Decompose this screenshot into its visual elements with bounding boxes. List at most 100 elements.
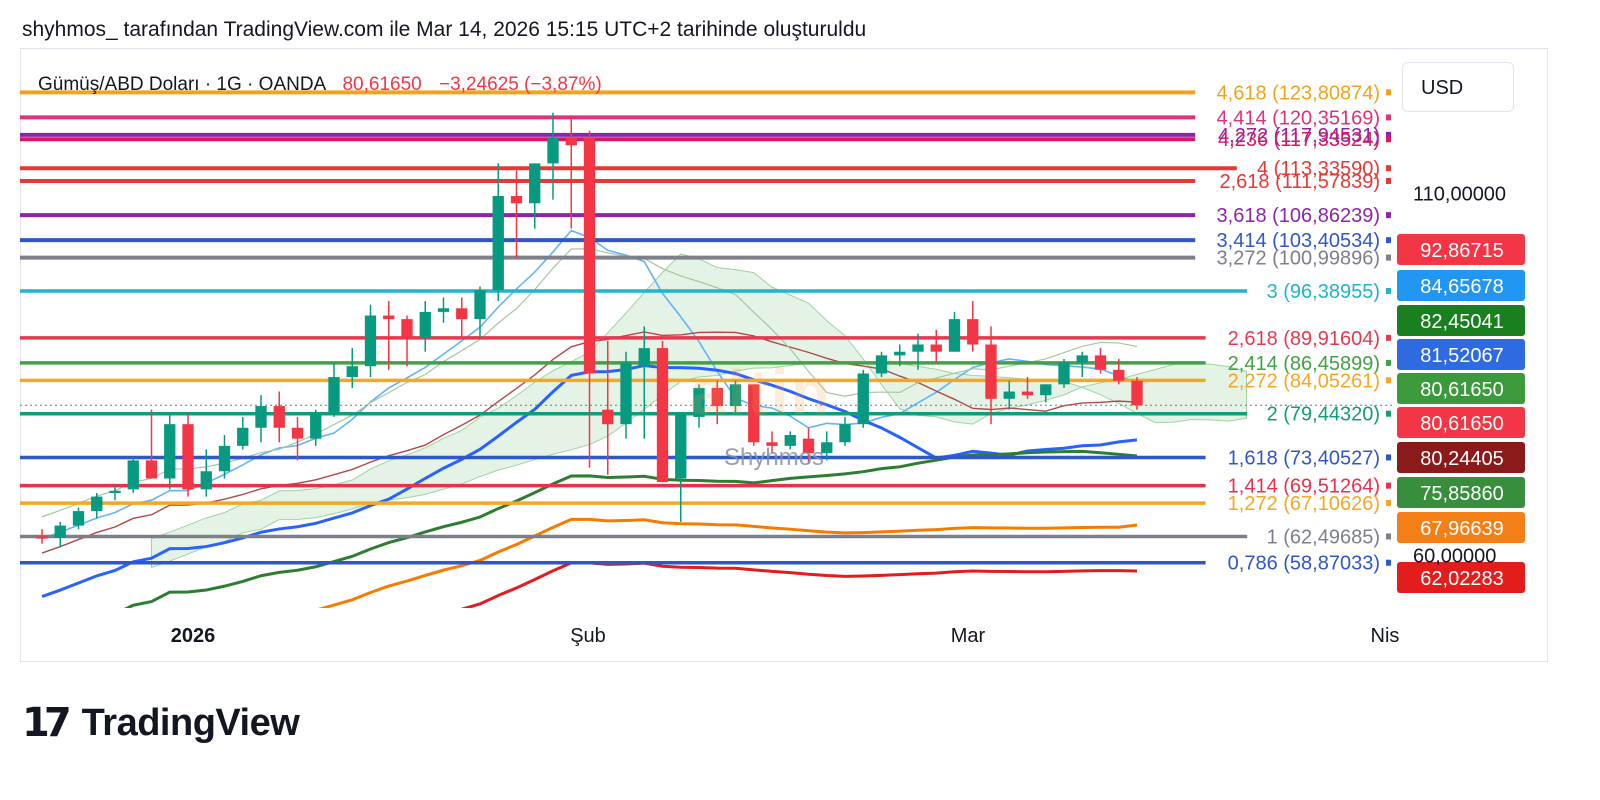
candle-body [273,406,285,428]
candle-body [930,344,942,352]
fib-level-marker [1386,559,1391,566]
fib-level-marker [1386,165,1391,172]
symbol-price: 80,61650 [342,74,422,95]
chart-frame [20,48,1548,662]
candle-body [401,319,413,338]
candle-body [1021,391,1034,396]
fib-level-marker [1386,237,1391,244]
candle-body [766,442,778,446]
candle-body [875,355,888,374]
price-tag-label: 67,96639 [1420,518,1503,540]
candle-body [328,377,340,414]
candle-body [72,511,85,526]
candle-body [948,319,961,352]
candle-body [419,311,431,338]
candle-body [821,442,833,454]
price-tag-box [1397,339,1525,370]
candle-body [291,427,304,439]
fib-level-marker [1386,377,1391,384]
price-tag-label: 75,85860 [1420,483,1503,505]
fib-level-label: 4,272 (117,94531) [1218,125,1380,147]
author-watermark: Shyhmos [724,444,825,471]
y-axis-tick-label: 110,00000 [1413,183,1506,205]
candle-body [656,348,669,483]
candle-body [218,445,231,472]
price-tag-box [1397,270,1525,301]
candle-body [857,373,869,425]
currency-selector-button[interactable]: USD [1402,62,1514,112]
fib-level-marker [1386,482,1391,489]
x-axis-tick-label: Mar [951,625,986,647]
candle-body [748,384,760,443]
fib-level-marker [1386,454,1391,461]
price-tag-box [1397,234,1525,265]
candle-body [127,460,139,490]
fib-level-label: 0,786 (58,87033) [1228,553,1380,575]
price-tag-label: 62,02283 [1420,568,1503,590]
fib-level-marker [1386,131,1391,138]
candle-body [1040,384,1052,396]
price-tag-label: 80,61650 [1420,413,1503,435]
candle-body [492,196,504,291]
tradingview-logo-mark: 17 [22,700,72,746]
fib-level-label: 3,618 (106,86239) [1217,205,1380,227]
price-tag-box [1397,477,1525,508]
fib-level-marker [1386,114,1391,121]
candle-body [583,138,596,374]
candle-body [383,315,395,320]
candle-body [638,348,650,367]
price-tag-label: 92,86715 [1420,240,1503,262]
price-tag-label: 81,52067 [1420,345,1503,367]
candle-body [1113,369,1125,381]
fib-level-label: 4,414 (120,35169) [1217,107,1380,129]
candle-body [1076,355,1088,363]
candle-body [200,471,212,490]
candle-body [474,290,486,320]
candle-body [1131,380,1143,406]
fib-level-marker [1386,334,1391,341]
fib-level-label: 3 (96,38955) [1267,281,1380,303]
fib-level-label: 2,272 (84,05261) [1228,370,1380,392]
y-axis-tick-label: 60,00000 [1413,546,1496,568]
candle-body [602,409,614,425]
candle-body [711,387,723,407]
fib-level-label: 3,414 (103,40534) [1217,230,1380,252]
fib-level-label: 2,618 (111,57839) [1220,171,1381,193]
candle-body [36,536,48,539]
candle-body [620,362,632,425]
candle-body [145,460,158,479]
symbol-legend[interactable]: Gümüş/ABD Doları · 1G · OANDA 80,61650 −… [38,74,602,96]
candle-body [1094,355,1107,370]
ma-line-orange [318,517,1138,608]
fib-level-label: 1,272 (67,10626) [1228,493,1380,515]
candle-body [164,424,176,479]
brand-watermark: altin [690,356,832,428]
fib-level-label: 4,236 (117,33524) [1218,129,1380,151]
fib-level-marker [1386,500,1391,507]
candle-body [675,413,687,479]
price-tag-box [1397,562,1525,593]
fib-level-marker [1386,212,1391,219]
fib-level-label: 1,414 (69,51264) [1228,476,1380,498]
fib-level-marker [1386,533,1391,540]
fib-level-marker [1386,254,1391,261]
fib-level-label: 4,618 (123,80874) [1217,82,1380,104]
candle-body [182,424,194,490]
candle-body [346,366,358,378]
tradingview-logo-text: TradingView [81,701,300,744]
candle-body [456,308,468,320]
candle-body [729,384,742,407]
ichimoku-cloud [151,253,1247,569]
tradingview-logo[interactable]: 17 TradingView [22,700,300,746]
price-tag-box [1397,305,1525,336]
candle-body [802,438,815,454]
symbol-change: −3,24625 (−3,87%) [439,74,602,95]
price-tag-box [1397,373,1525,404]
price-tag-box [1397,512,1525,543]
candle-body [437,308,450,312]
candle-body [1003,391,1015,399]
candle-body [237,427,249,446]
candle-body [912,344,924,352]
fib-level-marker [1386,287,1391,294]
